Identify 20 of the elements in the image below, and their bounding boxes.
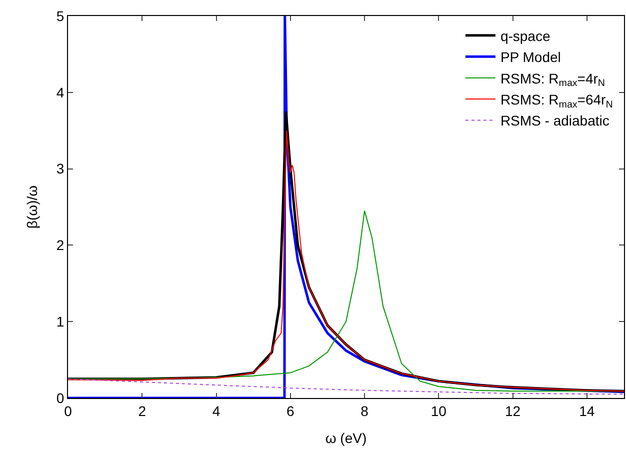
legend-label: RSMS: R$_{max}$=4r$_{N}$ [500,70,606,90]
x-tick-label: 8 [360,402,369,419]
y-tick-label: 3 [56,160,64,177]
y-tick-label: 0 [56,390,64,406]
x-tick-label: 12 [505,402,521,419]
x-tick-label: 14 [579,402,595,419]
x-tick-label: 2 [138,402,146,419]
y-tick-label: 1 [56,314,64,330]
y-axis-title: β(ω)/ω [24,185,40,229]
legend-label: q-space [500,28,550,44]
x-tick-label: 10 [430,402,447,419]
legend-label: RSMS: R$_{max}$=64r$_{N}$ [500,91,613,110]
legend-label: PP Model [500,49,561,66]
y-tick-label: 5 [56,8,64,24]
y-tick-label: 2 [56,237,64,254]
y-tick-label: 4 [56,84,64,100]
x-tick-label: 4 [212,402,220,419]
legend-label: RSMS - adiabatic [500,112,610,129]
x-axis-title: ω (eV) [325,430,367,446]
x-tick-label: 6 [286,402,294,419]
